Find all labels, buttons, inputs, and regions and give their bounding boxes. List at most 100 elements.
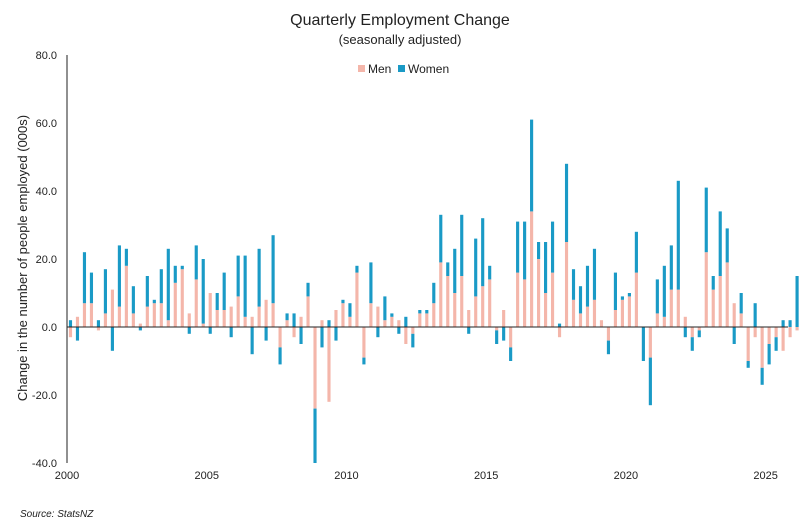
bar-men [306, 296, 310, 327]
bar-men [271, 303, 275, 327]
bar-men [110, 289, 114, 327]
bar-women [550, 221, 555, 273]
bar-women [194, 245, 198, 280]
bar-women [124, 248, 128, 266]
bar-women [369, 262, 373, 304]
bar-men [103, 313, 107, 327]
bar-women [376, 327, 380, 338]
bar-women [390, 313, 394, 317]
bar-women [75, 327, 80, 341]
bar-men [75, 316, 80, 327]
bar-women [683, 327, 687, 338]
bar-women [732, 327, 736, 344]
bar-men [523, 279, 527, 327]
bar-men [166, 320, 170, 327]
bar-women [523, 221, 527, 280]
bar-men [236, 296, 240, 327]
bar-women [530, 119, 534, 212]
bar-men [774, 327, 778, 338]
bar-men [781, 327, 785, 351]
bar-men [341, 303, 345, 327]
bar-women [215, 293, 219, 310]
bar-women [208, 327, 212, 334]
bar-men [718, 276, 722, 327]
bar-women [131, 286, 135, 314]
bar-men [578, 313, 583, 327]
bar-women [278, 347, 282, 365]
bar-women [411, 333, 415, 348]
x-tick-label: 2010 [334, 470, 358, 482]
bar-women [760, 367, 764, 385]
bar-women [432, 282, 436, 304]
bar-women [250, 327, 254, 355]
bar-men [467, 310, 471, 327]
bar-men [676, 289, 680, 327]
bar-men [446, 276, 450, 327]
bar-women [313, 408, 317, 463]
bar-women [180, 265, 184, 270]
bar-men [369, 303, 373, 327]
bar-men [201, 323, 205, 327]
bar-women [166, 248, 170, 321]
x-tick-label: 2000 [55, 470, 79, 482]
bar-men [767, 327, 771, 344]
bar-men [194, 279, 198, 327]
bar-men [788, 327, 792, 338]
bar-women [299, 327, 303, 344]
bar-men [557, 327, 562, 338]
bar-men [145, 306, 149, 327]
bar-women [655, 279, 659, 314]
bar-women [767, 344, 771, 365]
legend-swatch-men [358, 65, 365, 72]
bar-women [229, 327, 233, 338]
bar-men [376, 306, 380, 327]
bar-men [613, 310, 617, 327]
bar-men [746, 327, 750, 361]
y-tick-label: -40.0 [32, 458, 57, 470]
chart-title: Quarterly Employment Change [290, 12, 510, 29]
bar-women [145, 276, 149, 307]
bar-women [397, 327, 401, 334]
bar-men [292, 327, 296, 338]
bar-women [243, 255, 247, 317]
legend: Men Women [358, 62, 449, 76]
bar-men [96, 327, 101, 331]
bar-women [774, 337, 778, 351]
bar-women [488, 265, 492, 280]
bar-women [711, 276, 715, 290]
bar-men [432, 303, 436, 327]
bar-men [229, 306, 233, 327]
bar-men [474, 296, 478, 327]
bar-women [502, 327, 506, 341]
bar-men [131, 313, 135, 327]
bar-women [89, 272, 94, 304]
bar-men [669, 289, 673, 327]
bar-women [173, 265, 177, 283]
bar-men [278, 327, 282, 348]
bar-men [725, 262, 729, 327]
bar-women [327, 320, 331, 327]
bar-men [264, 299, 268, 327]
y-tick-label: 0.0 [42, 322, 57, 334]
bar-men [257, 306, 261, 327]
bar-men [655, 313, 659, 327]
bar-men [348, 316, 352, 327]
bar-women [592, 248, 597, 300]
bar-women [292, 313, 296, 327]
bar-women [341, 299, 345, 304]
source-note: Source: StatsNZ [20, 509, 94, 520]
bar-women [453, 248, 457, 293]
bar-women [348, 303, 352, 317]
bar-men [425, 313, 429, 327]
y-tick-label: 20.0 [36, 254, 57, 266]
bar-women [753, 303, 757, 327]
bar-women [257, 248, 261, 307]
bar-men [460, 276, 464, 327]
bar-women [495, 330, 499, 344]
bar-women [544, 242, 548, 293]
bar-men [488, 279, 492, 327]
bar-women [746, 361, 750, 368]
bar-men [530, 211, 534, 327]
bar-men [502, 310, 506, 327]
bar-women [82, 252, 87, 304]
